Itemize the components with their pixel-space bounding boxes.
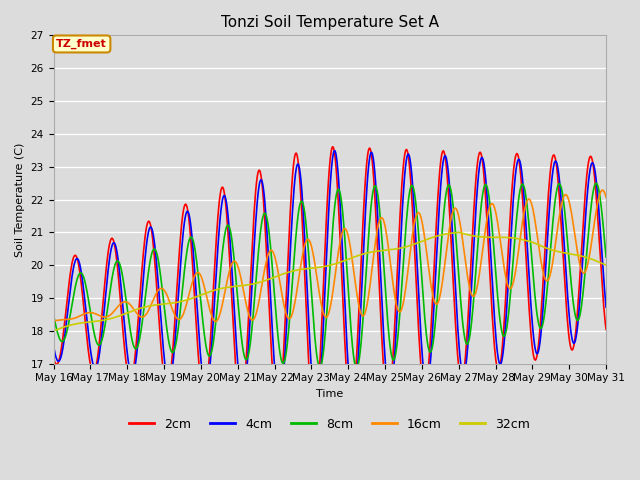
X-axis label: Time: Time <box>316 389 344 399</box>
Title: Tonzi Soil Temperature Set A: Tonzi Soil Temperature Set A <box>221 15 439 30</box>
Legend: 2cm, 4cm, 8cm, 16cm, 32cm: 2cm, 4cm, 8cm, 16cm, 32cm <box>124 413 535 436</box>
Text: TZ_fmet: TZ_fmet <box>56 39 107 49</box>
Y-axis label: Soil Temperature (C): Soil Temperature (C) <box>15 143 25 257</box>
